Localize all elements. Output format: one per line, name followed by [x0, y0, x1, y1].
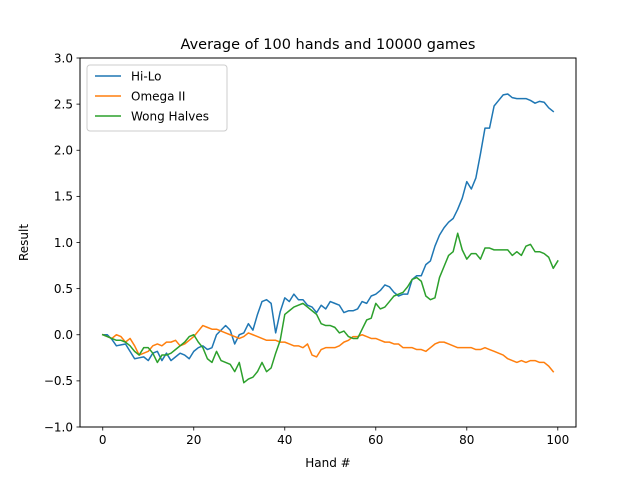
x-tick-label: 40: [277, 433, 292, 447]
y-tick-label: 2.0: [54, 144, 73, 158]
x-tick-label: 80: [459, 433, 474, 447]
legend-label-wong-halves: Wong Halves: [131, 109, 209, 123]
legend-box: [86, 64, 228, 132]
x-tick-label: 0: [99, 433, 107, 447]
x-tick-label: 100: [546, 433, 569, 447]
y-tick-label: 2.5: [54, 97, 73, 111]
y-tick-label: 3.0: [54, 51, 73, 65]
x-axis-label: Hand #: [305, 456, 350, 470]
legend: Hi-Lo Omega II Wong Halves: [86, 64, 228, 132]
x-tick-label: 60: [368, 433, 383, 447]
y-tick-label: 1.0: [54, 236, 73, 250]
series-line-hi-lo: [102, 93, 555, 362]
y-tick-label: 0.5: [54, 282, 73, 296]
y-tick-label: −1.0: [44, 420, 73, 434]
y-tick-label: 0.0: [54, 328, 73, 342]
series-lines: [101, 93, 559, 384]
series-line-omega-ii: [101, 324, 555, 373]
series-line-wong-halves: [101, 232, 559, 384]
legend-label-omega-ii: Omega II: [131, 89, 185, 103]
chart-title: Average of 100 hands and 10000 games: [181, 37, 476, 53]
y-tick-label: −0.5: [44, 374, 73, 388]
x-axis: 0 20 40 60 80 100: [99, 427, 569, 447]
legend-label-hi-lo: Hi-Lo: [131, 69, 162, 83]
x-tick-label: 20: [186, 433, 201, 447]
y-axis-label: Result: [17, 224, 31, 261]
y-axis: −1.0 −0.5 0.0 0.5 1.0 1.5 2.0 2.5 3.0: [44, 51, 80, 434]
y-tick-label: 1.5: [54, 190, 73, 204]
